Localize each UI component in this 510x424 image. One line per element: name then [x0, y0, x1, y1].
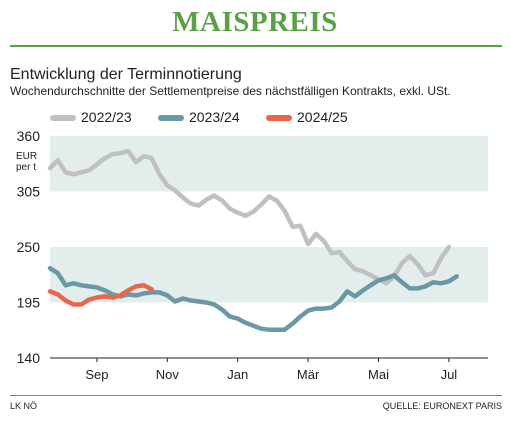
chart-note: Wochendurchschnitte der Settlementpreise…	[10, 84, 451, 98]
legend-item-2024-25: 2024/25	[266, 109, 348, 125]
y-tick-label: 305	[17, 184, 41, 200]
legend-item-2023-24: 2023/24	[158, 109, 240, 125]
legend-item-2022-23: 2022/23	[50, 109, 132, 125]
y-tick-label: 360	[17, 128, 41, 144]
x-tick-label: Mai	[368, 367, 389, 382]
footer-rule	[10, 395, 502, 396]
x-tick-label: Nov	[156, 367, 180, 382]
legend-swatch-2023-24	[158, 115, 184, 122]
title-rule	[10, 45, 502, 47]
footer-left: LK NÖ	[10, 401, 38, 411]
y-unit-label: EUR	[16, 151, 37, 162]
page-title: MAISPREIS	[172, 6, 338, 38]
series-line-2024-25	[47, 283, 154, 307]
chart-band	[50, 136, 488, 192]
x-tick-label: Jan	[227, 367, 248, 382]
x-tick-label: Sep	[85, 367, 108, 382]
legend-swatch-2024-25	[266, 115, 292, 122]
y-tick-label: 195	[17, 295, 41, 311]
chart-lines	[47, 148, 459, 332]
legend-swatch-2022-23	[50, 115, 76, 122]
x-tick-label: Jul	[441, 367, 458, 382]
chart-subtitle: Entwicklung der Terminnotierung	[10, 66, 242, 83]
legend-label-2024-25: 2024/25	[297, 109, 348, 125]
chart-axis: 140 195 250 305 360 Sep Nov Jan Mär Mai Jul	[17, 128, 488, 382]
y-tick-label: 140	[17, 350, 41, 366]
chart-bands	[50, 136, 488, 303]
x-tick-label: Mär	[297, 367, 320, 382]
legend-label-2023-24: 2023/24	[189, 109, 240, 125]
y-unit-label-2: per t	[16, 162, 36, 173]
legend-label-2022-23: 2022/23	[81, 109, 132, 125]
footer-source: QUELLE: EURONEXT PARIS	[382, 401, 502, 411]
y-tick-label: 250	[17, 239, 41, 255]
